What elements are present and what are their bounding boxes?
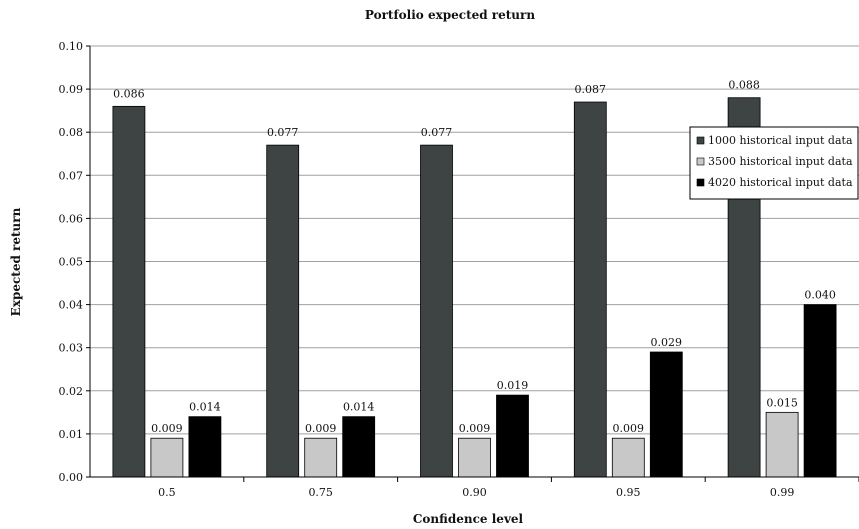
y-tick-label: 0.03: [59, 342, 84, 355]
bar: [765, 411, 799, 478]
bars: 0.086 0.009 0.014 0.077 0.009 0.014 0.077 0.009…: [112, 79, 837, 478]
x-tick-label: 0.5: [158, 486, 176, 499]
bar: [611, 437, 645, 478]
bar: [266, 144, 300, 478]
x-axis-title: Confidence level: [413, 512, 524, 526]
x-axis-ticks: 0.5 0.75 0.90 0.95 0.99: [158, 477, 859, 499]
y-tick-label: 0.06: [59, 212, 84, 225]
y-tick-label: 0.08: [59, 126, 84, 139]
bar: [304, 437, 338, 478]
x-tick-label: 0.95: [616, 486, 641, 499]
legend-label: 1000 historical input data: [708, 134, 853, 147]
data-label: 0.009: [459, 422, 491, 435]
y-tick-label: 0.01: [59, 428, 84, 441]
y-tick-label: 0.10: [59, 40, 84, 53]
bar: [112, 105, 146, 478]
y-tick-label: 0.04: [59, 299, 84, 312]
x-tick-label: 0.75: [308, 486, 333, 499]
data-label: 0.015: [766, 396, 798, 409]
legend: 1000 historical input data 3500 historica…: [689, 126, 859, 200]
legend-swatch: [696, 157, 705, 166]
y-axis-ticks: 0.00 0.01 0.02 0.03 0.04 0.05 0.06 0.07 0.08 0.09…: [59, 40, 90, 484]
data-label: 0.077: [421, 126, 453, 139]
data-label: 0.087: [575, 83, 607, 96]
bar: [573, 101, 607, 478]
legend-swatch: [696, 178, 705, 187]
y-tick-label: 0.07: [59, 169, 84, 182]
data-label: 0.009: [305, 422, 337, 435]
y-tick-label: 0.02: [59, 385, 84, 398]
legend-label: 3500 historical input data: [708, 155, 853, 168]
bar: [496, 394, 529, 478]
legend-swatch: [696, 136, 705, 145]
bar: [803, 304, 837, 478]
data-label: 0.077: [267, 126, 299, 139]
bar: [342, 416, 376, 478]
bar: [420, 144, 453, 478]
data-label: 0.040: [804, 289, 836, 302]
data-label: 0.086: [113, 87, 145, 100]
chart-title: Portfolio expected return: [365, 8, 535, 22]
bar: [458, 437, 491, 478]
data-label: 0.014: [343, 401, 375, 414]
data-label: 0.088: [728, 79, 760, 92]
bar: [150, 437, 184, 478]
y-tick-label: 0.05: [59, 256, 84, 269]
data-label: 0.009: [151, 422, 183, 435]
bar: [649, 351, 683, 478]
legend-label: 4020 historical input data: [708, 176, 853, 189]
y-axis-title: Expected return: [9, 207, 23, 316]
data-label: 0.029: [651, 336, 683, 349]
x-tick-label: 0.90: [462, 486, 487, 499]
data-label: 0.014: [189, 401, 221, 414]
legend-box: [689, 126, 859, 200]
y-tick-label: 0.09: [59, 83, 84, 96]
data-label: 0.019: [497, 379, 529, 392]
x-tick-label: 0.99: [770, 486, 795, 499]
y-tick-label: 0.00: [59, 471, 84, 484]
bar: [188, 416, 222, 478]
grid-lines: [90, 45, 859, 435]
data-label: 0.009: [613, 422, 645, 435]
